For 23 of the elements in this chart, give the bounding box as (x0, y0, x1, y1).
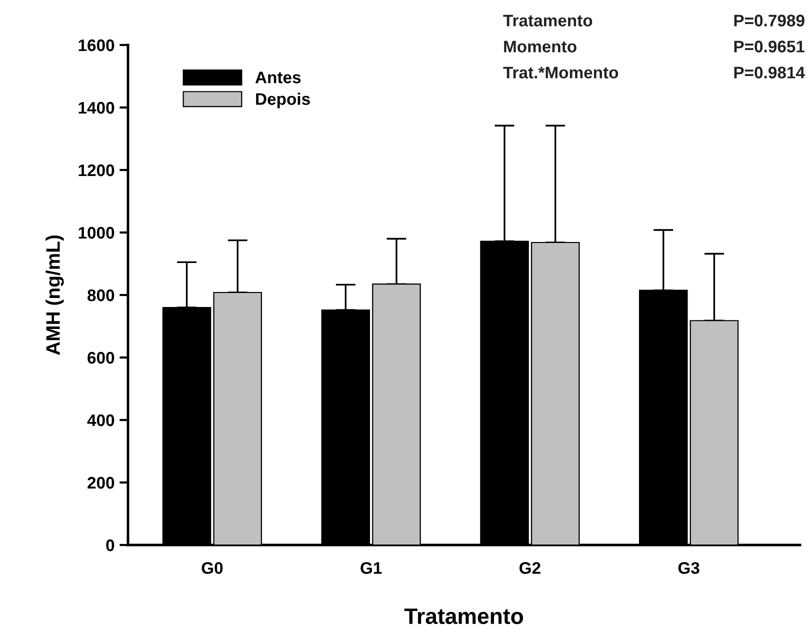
y-tick-label: 0 (106, 539, 114, 552)
text: Tratamento (503, 14, 592, 26)
x-tick-label: G3 (678, 562, 700, 574)
text: P=0.7989 (734, 14, 804, 26)
x-tick-label: G1 (360, 562, 382, 574)
annotation: Trat.*Momento (503, 66, 618, 78)
y-tick-label: 1600 (78, 39, 114, 52)
x-tick-label: G2 (520, 562, 540, 574)
legend-label: Antes (255, 72, 301, 84)
y-tick-label: 600 (88, 352, 114, 364)
legend-label: Depois (256, 92, 310, 108)
y-axis-title: AMH (ng/mL) (46, 235, 64, 355)
y-tick-label: 400 (87, 414, 114, 426)
y-tick-label: 1000 (78, 226, 114, 239)
annotation: P=0.9814 (734, 66, 805, 78)
x-tick-label: G0 (202, 562, 223, 574)
y-tick-label: 1200 (78, 164, 114, 176)
annotation: Momento (504, 40, 576, 52)
y-tick-label: 800 (88, 289, 114, 302)
y-tick-label: 200 (88, 476, 114, 489)
x-axis-title: Tratamento (404, 608, 524, 624)
y-tick-label: 1400 (78, 102, 114, 114)
annotation: P=0.9651 (734, 40, 805, 52)
